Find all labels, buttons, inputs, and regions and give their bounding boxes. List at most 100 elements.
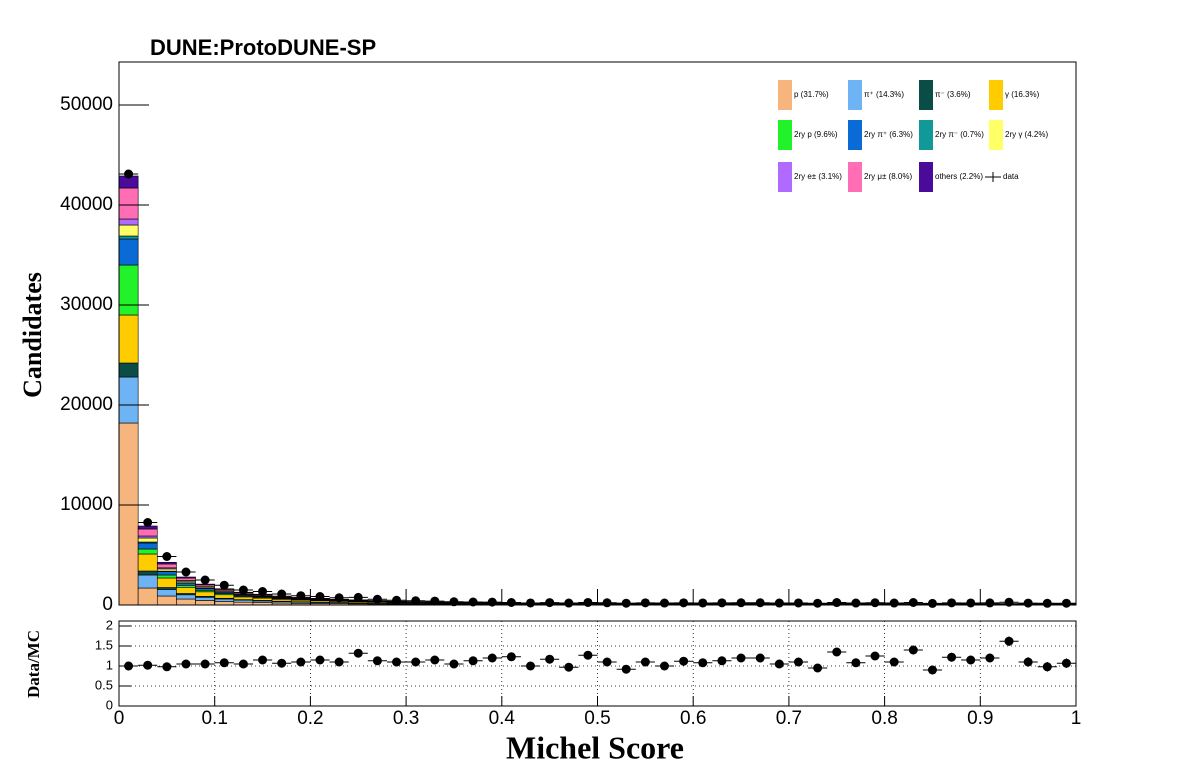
ratio-point [468, 656, 478, 666]
legend-label: 2ry p (9.6%) [794, 130, 838, 139]
legend-label: 2ry e± (3.1%) [794, 172, 842, 181]
y-tick-label: 30000 [60, 294, 113, 315]
bar-segment [252, 597, 273, 601]
data-point [143, 518, 153, 527]
ratio-point [124, 661, 134, 671]
bar-segment [118, 362, 139, 378]
ratio-point [985, 653, 995, 663]
bar-segment [118, 264, 139, 316]
bar-segment [137, 574, 158, 589]
bar-segment [118, 224, 139, 237]
data-point [927, 598, 937, 608]
data-point [947, 598, 957, 608]
y-tick-label: 20000 [60, 394, 113, 415]
bar-segment [137, 548, 158, 555]
x-tick-label: 0.5 [584, 708, 610, 729]
legend-swatch [989, 120, 1003, 150]
ratio-point [162, 662, 172, 672]
ratio-point [277, 658, 287, 668]
data-point [181, 567, 191, 577]
data-point [258, 587, 268, 596]
data-point [449, 597, 459, 607]
data-point [1023, 598, 1033, 608]
bar-segment [176, 577, 196, 581]
ratio-point [506, 652, 516, 662]
bar-segment [156, 568, 177, 572]
legend-swatch [919, 120, 933, 150]
data-point [602, 598, 612, 608]
ratio-y-axis-label: Data/MC [24, 630, 43, 698]
ratio-point [449, 659, 459, 669]
legend-label: p (31.7%) [794, 90, 829, 99]
bar-segment [118, 422, 139, 606]
legend-swatch [778, 120, 792, 150]
ratio-point [219, 658, 229, 668]
ratio-point [774, 659, 784, 669]
ratio-point [947, 652, 957, 662]
ratio-point [1023, 657, 1033, 667]
ratio-point [966, 655, 976, 665]
data-point [813, 598, 823, 608]
data-point [717, 598, 727, 608]
x-tick-label: 0.8 [871, 708, 897, 729]
data-point [124, 169, 134, 179]
ratio-point [181, 659, 191, 669]
ratio-point [679, 656, 689, 666]
ratio-point [602, 657, 612, 667]
data-point [966, 598, 976, 608]
data-point [506, 598, 516, 607]
bar-segment [195, 600, 215, 606]
ratio-point [392, 657, 402, 667]
legend-swatch [989, 80, 1003, 110]
ratio-point [717, 656, 727, 666]
ratio-point [736, 653, 746, 663]
ratio-point [698, 658, 708, 668]
legend-swatch [848, 162, 862, 192]
ratio-point [813, 663, 823, 673]
x-tick-label: 0.7 [776, 708, 802, 729]
bar-segment [176, 576, 196, 579]
ratio-point [793, 657, 803, 667]
bar-segment [156, 589, 177, 597]
y-tick-label: 10000 [60, 494, 113, 515]
data-point [889, 598, 899, 608]
data-point [621, 598, 631, 608]
ratio-point [659, 661, 669, 671]
bar-segment [176, 586, 196, 594]
legend-label: π⁻ (3.6%) [935, 90, 971, 99]
ratio-point [296, 657, 306, 667]
ratio-point [545, 654, 555, 664]
bar-segment [233, 599, 254, 603]
ratio-point [526, 661, 536, 671]
data-point [487, 597, 497, 607]
ratio-point [889, 657, 899, 667]
bar-segment [214, 601, 235, 606]
x-tick-label: 0.2 [297, 708, 323, 729]
bar-segment [176, 582, 196, 586]
data-point [774, 598, 784, 608]
y-tick-label: 0 [106, 697, 113, 712]
x-tick-label: 0.6 [680, 708, 706, 729]
bar-segment [233, 596, 254, 600]
ratio-point [832, 647, 842, 657]
x-axis-label: Michel Score [506, 729, 684, 765]
data-point [353, 592, 363, 602]
ratio-point [870, 651, 880, 661]
ratio-point [908, 645, 918, 655]
legend-label: others (2.2%) [935, 172, 983, 181]
data-point [755, 598, 765, 608]
ratio-point [1061, 658, 1071, 668]
bar-segment [156, 571, 177, 576]
data-point [908, 598, 918, 607]
bar-segment [118, 235, 139, 240]
data-point [1061, 598, 1071, 608]
chart-title: DUNE:ProtoDUNE-SP [150, 35, 376, 60]
ratio-point [1042, 662, 1052, 672]
legend-label: 2ry μ± (8.0%) [864, 172, 912, 181]
data-point [545, 598, 555, 608]
data-point [564, 598, 574, 608]
ratio-point [238, 659, 248, 669]
y-tick-label: 0.5 [95, 677, 113, 692]
ratio-point [258, 655, 268, 665]
